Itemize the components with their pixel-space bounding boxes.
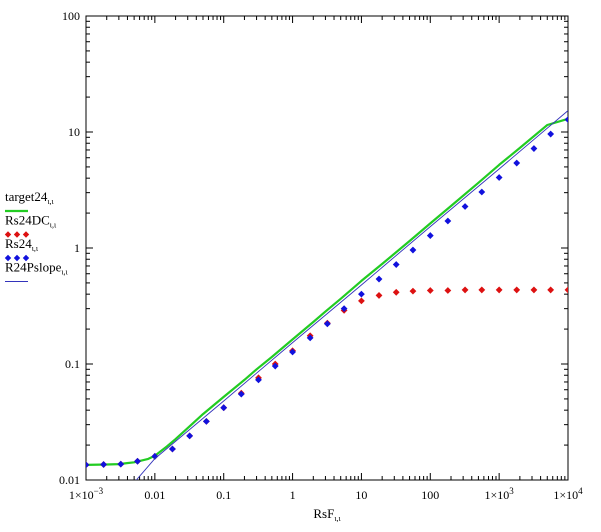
legend: target24ι,ι Rs24DCι,ι Rs24ι,ι R24Pslopeι,ι	[4, 189, 68, 282]
y-tick-label: 10	[68, 125, 80, 139]
y-tick-label: 100	[62, 9, 80, 23]
series-layer	[86, 110, 568, 480]
data-point	[513, 159, 521, 167]
data-point	[392, 261, 400, 268]
data-point	[237, 390, 245, 398]
data-point	[169, 445, 176, 453]
y-tick-label: 0.01	[59, 473, 80, 487]
y-tick-labels: 0.01 0.1 1 10 100	[59, 9, 80, 487]
y-tick-label: 0.1	[65, 357, 80, 371]
x-tick-label: 0.1	[216, 488, 231, 502]
data-point	[220, 404, 228, 412]
data-point	[461, 203, 469, 210]
data-point	[392, 288, 400, 296]
data-point	[255, 376, 262, 384]
data-point	[495, 174, 503, 181]
data-point	[530, 145, 538, 152]
series-line-target24	[86, 117, 568, 466]
data-point	[202, 418, 210, 425]
legend-swatch	[22, 254, 30, 262]
x-tick-label: 10	[355, 488, 367, 502]
legend-label: target24ι,ι	[5, 189, 55, 206]
data-point	[495, 286, 503, 294]
data-point	[478, 286, 486, 294]
data-point	[186, 432, 194, 440]
data-point	[409, 246, 417, 254]
data-point	[478, 188, 486, 196]
data-point	[426, 287, 434, 294]
y-tick-label: 1	[74, 241, 80, 255]
legend-swatch	[13, 231, 21, 238]
x-tick-label: 1×103	[485, 486, 515, 502]
data-point	[513, 286, 521, 294]
data-point	[323, 320, 331, 328]
data-point	[306, 334, 314, 342]
data-point	[358, 290, 365, 298]
data-point	[271, 362, 279, 370]
data-point	[375, 275, 383, 283]
x-tick-label: 0.01	[144, 488, 165, 502]
data-point	[358, 297, 365, 305]
data-point	[547, 286, 555, 294]
legend-label: Rs24DCι,ι	[5, 213, 57, 230]
plot-frame	[85, 15, 569, 481]
legend-swatch	[4, 254, 12, 262]
legend-label: Rs24ι,ι	[5, 236, 39, 253]
x-tick-label: 1	[290, 488, 296, 502]
x-tick-label: 1×104	[553, 486, 583, 502]
legend-item: target24ι,ι	[5, 189, 55, 213]
data-point	[564, 116, 568, 123]
data-point	[426, 232, 434, 239]
data-point	[530, 286, 538, 294]
data-point	[289, 348, 296, 356]
x-tick-label: 1×10−3	[69, 486, 104, 502]
data-point	[375, 292, 383, 299]
series-target24	[86, 117, 568, 466]
x-tick-labels: 1×10−3 0.01 0.1 1 10 100 1×103 1×104	[69, 486, 583, 502]
series-rs24	[86, 116, 568, 469]
x-axis-title: RsFι,ι	[313, 506, 341, 523]
data-point	[151, 452, 159, 460]
legend-item: Rs24DCι,ι	[4, 213, 57, 238]
legend-swatch	[22, 231, 30, 238]
legend-item: Rs24ι,ι	[4, 236, 39, 262]
legend-swatch	[4, 231, 12, 238]
data-point	[409, 287, 417, 295]
data-point	[444, 287, 452, 294]
data-point	[444, 217, 452, 225]
data-point	[117, 460, 125, 468]
legend-swatch	[13, 254, 21, 262]
data-point	[564, 286, 568, 294]
x-tick-label: 100	[421, 488, 439, 502]
data-point	[547, 130, 555, 138]
data-point	[86, 461, 90, 469]
data-point	[340, 305, 348, 313]
data-point	[100, 461, 107, 468]
series-r24pslope	[135, 110, 568, 480]
legend-label: R24Pslopeι,ι	[5, 260, 68, 277]
legend-item: R24Pslopeι,ι	[5, 260, 68, 282]
series-line-r24pslope	[135, 110, 568, 480]
data-point	[134, 457, 141, 465]
data-point	[461, 286, 469, 294]
tick-marks	[85, 16, 568, 481]
